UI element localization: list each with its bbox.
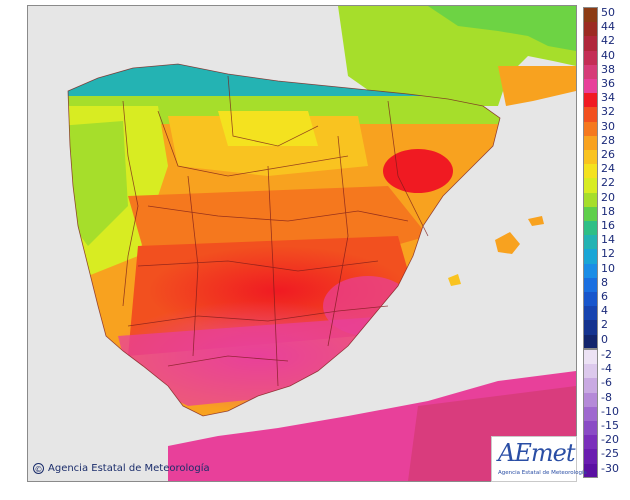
legend-label: 50 [601,6,615,19]
legend-swatch [584,334,598,350]
legend-swatch [584,350,598,365]
legend-label: 42 [601,34,615,48]
legend-label: -20 [601,433,619,447]
legend-frame-cold [583,349,598,478]
legend-label: 22 [601,176,615,190]
legend-swatch [584,178,598,194]
menorca [528,216,544,226]
legend-label: 12 [601,247,615,261]
aemet-logo: AEmet Agencia Estatal de Meteorología [491,436,587,482]
legend-label: -4 [601,362,612,376]
logo-subtitle: Agencia Estatal de Meteorología [498,470,587,476]
legend-swatch [584,150,598,165]
legend-swatch [584,164,598,179]
legend-swatch [584,235,598,250]
map-canvas [28,6,576,481]
legend-swatch [584,107,598,123]
legend-frame [583,7,598,349]
legend-swatch [584,292,598,307]
iberia-land [68,64,500,416]
temperature-legend: 50 44 42 40 38 36 34 32 30 28 26 24 22 20 18 16 14 12 10 8 6… [581,6,630,488]
legend-label: 14 [601,233,615,247]
legend-swatch [584,249,598,265]
legend-swatch [584,406,598,422]
legend-swatch [584,36,598,52]
copyright-icon: © [33,463,44,474]
legend-label: 32 [601,105,615,119]
legend-label: -25 [601,447,619,461]
legend-swatch [584,22,598,37]
legend-swatch [584,206,598,222]
legend-label: 16 [601,219,615,232]
temperature-map [27,5,577,482]
credit-text: Agencia Estatal de Meteorología [48,463,210,474]
legend-label: 36 [601,77,615,90]
legend-label: 40 [601,48,615,62]
legend-label: 18 [601,204,615,218]
legend-label: 44 [601,20,615,34]
legend-label: -6 [601,376,612,390]
legend-label: -15 [601,419,619,432]
legend-label: 6 [601,290,608,303]
legend-swatch [584,192,598,208]
legend-swatch [584,64,598,80]
legend-swatch [584,121,598,137]
legend-swatch [584,449,598,465]
province-borders [67,63,501,417]
legend-swatch [584,221,598,236]
legend-label: -10 [601,404,619,418]
legend-swatch [584,463,598,479]
legend-label: 24 [601,162,615,176]
legend-swatch [584,93,598,108]
legend-label: -8 [601,390,612,404]
legend-label: -2 [601,348,612,361]
ibiza [448,274,461,286]
legend-swatch [584,435,598,450]
credit-line: © Agencia Estatal de Meteorología [33,463,210,474]
legend-label: 0 [601,332,608,346]
legend-swatch [584,135,598,151]
legend-swatch [584,421,598,436]
legend-swatch [584,277,598,293]
legend-swatch [584,263,598,279]
legend-label: 4 [601,304,608,318]
legend-label: 2 [601,318,608,332]
legend-label: 28 [601,133,615,147]
legend-label: 10 [601,261,615,275]
legend-label: 38 [601,62,615,76]
legend-swatch [584,50,598,66]
legend-label: -30 [601,461,619,475]
legend-swatch [584,378,598,394]
legend-swatch [584,364,598,379]
legend-label: 34 [601,91,615,105]
legend-label: 8 [601,275,608,289]
legend-swatch [584,8,598,23]
logo-word: AEmet [498,439,575,467]
legend-label: 26 [601,148,615,161]
legend-label: 20 [601,190,615,204]
legend-swatch [584,79,598,94]
legend-swatch [584,306,598,321]
legend-swatch [584,320,598,336]
mallorca [495,232,520,254]
legend-swatch [584,392,598,408]
legend-label: 30 [601,119,615,133]
